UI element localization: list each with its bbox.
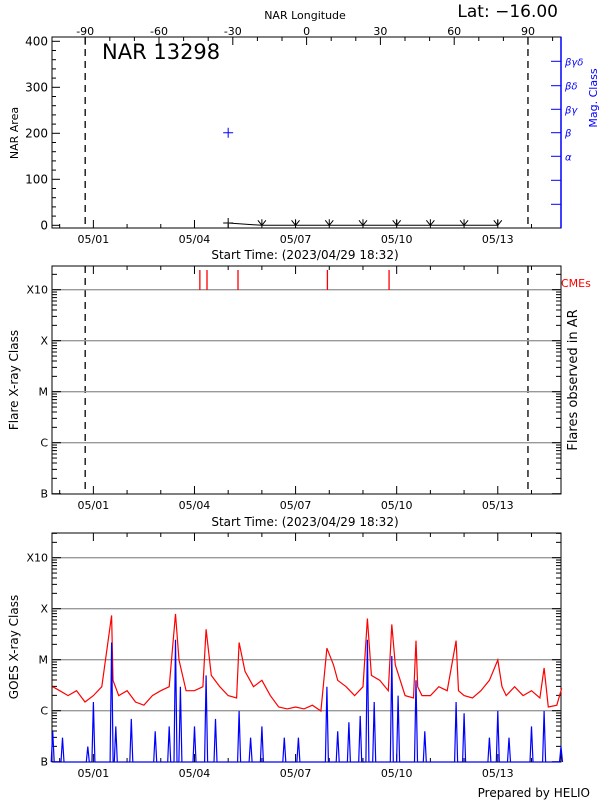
goes-long-channel-line bbox=[52, 613, 563, 713]
ylabel: NAR Area bbox=[8, 107, 21, 159]
ylabel: Flare X-ray Class bbox=[7, 330, 21, 430]
lon-tick-label: 0 bbox=[303, 25, 310, 38]
y-tick-label: M bbox=[39, 654, 49, 667]
lon-tick-label: 30 bbox=[373, 25, 387, 38]
y-tick-label: B bbox=[40, 756, 48, 769]
x-tick-label: 05/10 bbox=[381, 233, 413, 246]
x-tick-label: 05/13 bbox=[482, 767, 514, 780]
area-upper-limit-marker bbox=[257, 219, 267, 227]
footer-credit: Prepared by HELIO bbox=[478, 786, 590, 800]
x-tick-label: 05/04 bbox=[179, 499, 211, 512]
x-tick-label: 05/01 bbox=[78, 767, 110, 780]
y-tick-label: 0 bbox=[40, 218, 48, 232]
mag-class-point bbox=[223, 127, 234, 138]
y-tick-label: X10 bbox=[26, 284, 48, 297]
lon-tick-label: -30 bbox=[224, 25, 242, 38]
x-tick-label: 05/13 bbox=[482, 233, 514, 246]
goes-xray-panel: GOES X-ray Class Prepared by HELIO 05/01… bbox=[7, 532, 590, 800]
y-tick-label: 100 bbox=[25, 172, 48, 186]
y-tick-label: X bbox=[40, 603, 48, 616]
area-upper-limit-marker bbox=[425, 219, 435, 227]
lon-tick-label: -60 bbox=[150, 25, 168, 38]
area-upper-limit-marker bbox=[324, 219, 334, 227]
panel-title: NAR 13298 bbox=[102, 40, 220, 64]
cme-label: CMEs bbox=[561, 277, 591, 290]
x-tick-label: 05/04 bbox=[179, 767, 211, 780]
lon-tick-label: -90 bbox=[76, 25, 94, 38]
area-upper-limit-marker bbox=[291, 219, 300, 227]
x-tick-label: 05/10 bbox=[381, 767, 413, 780]
y-tick-label: C bbox=[40, 437, 48, 450]
area-upper-limit-marker bbox=[459, 219, 469, 227]
x-tick-label: 05/01 bbox=[78, 499, 110, 512]
lon-tick-label: 90 bbox=[521, 25, 535, 38]
area-upper-limit-marker bbox=[392, 219, 402, 227]
xlabel: Start Time: (2023/04/29 18:32) bbox=[211, 248, 398, 262]
x-tick-label: 05/07 bbox=[280, 233, 312, 246]
plot-frame bbox=[51, 532, 562, 763]
y-tick-label: 400 bbox=[25, 34, 48, 48]
goes-short-channel-line bbox=[50, 639, 564, 763]
mag-class-label: βγ bbox=[564, 105, 578, 116]
x-tick-label: 05/10 bbox=[381, 499, 413, 512]
y-tick-label: 200 bbox=[25, 126, 48, 140]
xlabel: Start Time: (2023/04/29 18:32) bbox=[211, 515, 398, 529]
mag-class-label: α bbox=[565, 152, 572, 163]
mag-class-label: βδ bbox=[564, 82, 578, 93]
x-tick-label: 05/01 bbox=[78, 233, 110, 246]
area-upper-limit-marker bbox=[493, 219, 503, 227]
plot-frame bbox=[51, 36, 562, 229]
y-tick-label: X bbox=[40, 335, 48, 348]
y2label: Flares observed in AR bbox=[566, 309, 581, 450]
mag-class-label: βγδ bbox=[564, 57, 583, 68]
top-xlabel: NAR Longitude bbox=[264, 9, 346, 22]
x-tick-label: 05/07 bbox=[280, 767, 312, 780]
flare-class-panel: Start Time: (2023/04/29 18:32) Flare X-r… bbox=[7, 265, 591, 529]
y-tick-label: C bbox=[40, 705, 48, 718]
lat-label: Lat: −16.00 bbox=[457, 2, 558, 22]
y-tick-label: B bbox=[40, 488, 48, 501]
y-tick-label: X10 bbox=[26, 552, 48, 565]
lon-tick-label: 60 bbox=[447, 25, 461, 38]
x-tick-label: 05/13 bbox=[482, 499, 514, 512]
mag-class-label: β bbox=[564, 129, 572, 140]
y-tick-label: M bbox=[39, 386, 49, 399]
area-upper-limit-marker bbox=[358, 219, 368, 227]
x-tick-label: 05/04 bbox=[179, 233, 211, 246]
y2label: Mag. Class bbox=[587, 68, 600, 127]
plot-frame bbox=[51, 265, 562, 495]
y-tick-label: 300 bbox=[25, 80, 48, 94]
ylabel: GOES X-ray Class bbox=[7, 595, 21, 699]
x-tick-label: 05/07 bbox=[280, 499, 312, 512]
nar-area-panel: NAR Longitude Lat: −16.00 NAR 13298 Star… bbox=[8, 2, 600, 262]
area-point bbox=[223, 218, 234, 228]
